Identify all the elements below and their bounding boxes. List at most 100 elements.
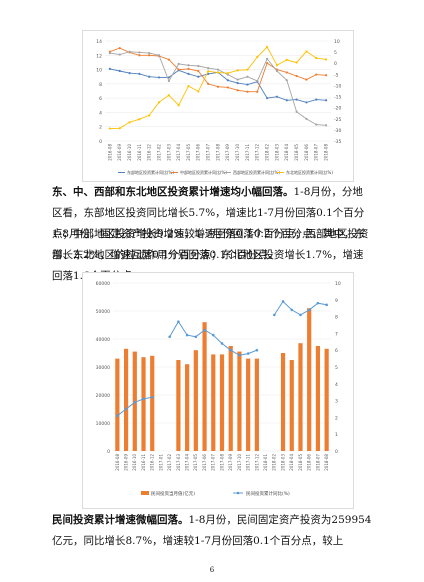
- x-tick-label: 2017-06: [196, 144, 201, 161]
- data-point: [167, 58, 170, 61]
- bar: [315, 346, 321, 451]
- data-point: [118, 47, 121, 50]
- y-left-tick-label: 10: [96, 68, 102, 74]
- data-point: [315, 98, 318, 101]
- bar: [219, 354, 225, 451]
- data-point: [211, 333, 215, 337]
- y-right-tick-label: -10: [334, 83, 341, 89]
- data-point: [187, 64, 190, 67]
- y-right-tick-label: 7: [335, 331, 338, 337]
- bar: [289, 360, 294, 451]
- x-tick-label: 2017-09: [228, 454, 233, 471]
- x-tick-label: 2018-05: [298, 454, 303, 471]
- legend-label: 民间投资当月值(亿元): [151, 490, 195, 497]
- paragraph-body: 1-8月份，民间固定资产投资为259954亿元，同比增长8.7%，增速较1-7月…: [52, 514, 372, 547]
- y-right-tick-label: -15: [334, 95, 341, 101]
- data-point: [266, 57, 269, 60]
- data-point: [148, 114, 151, 117]
- x-tick-label: 2018-08: [323, 144, 328, 161]
- data-point: [226, 79, 229, 82]
- data-point: [246, 68, 249, 71]
- data-point: [187, 67, 190, 70]
- y-right-tick-label: -35: [334, 139, 341, 145]
- data-point: [194, 335, 198, 339]
- paragraph-lead: 东、中、西部和东北地区投资累计增速均小幅回落。: [52, 186, 294, 198]
- x-tick-label: 2017-06: [202, 454, 207, 471]
- bar: [185, 364, 190, 451]
- x-tick-label: 2017-02: [156, 144, 161, 161]
- x-tick-label: 2017-07: [206, 144, 211, 161]
- legend-label: 中部地区投资累计同比(%): [180, 169, 227, 175]
- data-point: [118, 127, 121, 130]
- data-point: [324, 124, 328, 127]
- x-tick-label: 2017-03: [166, 144, 171, 161]
- data-point: [275, 64, 279, 67]
- data-point: [128, 121, 131, 124]
- data-point: [236, 69, 239, 72]
- legend-label: 民间投资累计同比(%): [246, 490, 290, 497]
- y-right-tick-label: 10: [335, 281, 341, 287]
- y-right-tick-label: -30: [334, 128, 341, 134]
- data-point: [281, 300, 285, 303]
- x-tick-label: 2017-01: [158, 454, 163, 471]
- x-tick-label: 2016-08: [115, 454, 120, 471]
- data-point: [305, 101, 308, 104]
- data-point: [187, 85, 190, 88]
- bar: [141, 357, 146, 451]
- data-point: [207, 82, 210, 85]
- data-point: [177, 68, 180, 71]
- x-tick-label: 2017-11: [245, 144, 250, 161]
- data-point: [324, 74, 328, 77]
- y-right-tick-label: 5: [334, 50, 337, 56]
- y-right-tick-label: -20: [334, 106, 341, 112]
- data-point: [256, 90, 259, 93]
- data-point: [216, 68, 220, 71]
- data-point: [246, 75, 249, 78]
- data-point: [220, 342, 224, 345]
- y-left-tick-label: 20000: [96, 393, 110, 399]
- data-point: [236, 78, 239, 81]
- data-point: [142, 397, 145, 401]
- data-point: [138, 51, 141, 54]
- data-point: [295, 74, 298, 78]
- data-point: [124, 407, 128, 411]
- x-tick-label: 2017-11: [246, 454, 251, 471]
- data-point: [108, 67, 112, 70]
- data-point: [148, 75, 151, 78]
- data-point: [246, 83, 249, 86]
- data-point: [238, 353, 241, 357]
- y-right-tick-label: 8: [335, 315, 338, 321]
- x-tick-label: 2018-03: [280, 454, 285, 471]
- bar: [307, 308, 312, 451]
- data-point: [116, 414, 119, 418]
- data-point: [256, 55, 259, 59]
- legend-label: 东部地区投资累计同比(%): [127, 169, 174, 175]
- data-point: [246, 352, 250, 355]
- x-tick-label: 2018-06: [304, 144, 309, 161]
- x-tick-label: 2017-02: [167, 454, 172, 471]
- data-point: [226, 72, 229, 75]
- page-number: 6: [209, 566, 215, 574]
- y-left-tick-label: 10000: [96, 421, 110, 427]
- y-right-tick-label: 10: [334, 39, 340, 45]
- y-left-tick-label: 60000: [96, 281, 110, 287]
- x-tick-label: 2017-03: [176, 454, 181, 471]
- x-tick-label: 2016-12: [150, 454, 155, 471]
- data-point: [133, 400, 137, 404]
- x-tick-label: 2016-12: [147, 144, 152, 161]
- private-investment-chart: 60000 50000 40000 30000 20000 10000 0 10 9 8 7 6 5 4 3…: [82, 272, 354, 509]
- x-tick-label: 2016-11: [137, 144, 142, 161]
- legend-label: 东北地区投资累计同比(%): [286, 169, 333, 175]
- series-line: [109, 51, 327, 126]
- y-right-tick-label: 0: [335, 449, 338, 455]
- y-left-tick-label: 8: [99, 82, 102, 88]
- x-tick-label: 2016-09: [117, 144, 122, 161]
- y-left-tick-label: 0: [99, 139, 102, 145]
- x-tick-label: 2016-10: [127, 144, 132, 161]
- x-tick-label: 2017-12: [254, 454, 259, 471]
- regional-investment-chart: 14 12 10 8 6 4 2 0 10 5 0 -5 -10 -15 -20 -25 -30 -35 2016-…: [82, 30, 354, 182]
- x-tick-label: 2017-05: [186, 144, 191, 161]
- data-point: [305, 78, 308, 81]
- data-point: [246, 90, 249, 93]
- y-right-tick-label: 6: [335, 348, 338, 354]
